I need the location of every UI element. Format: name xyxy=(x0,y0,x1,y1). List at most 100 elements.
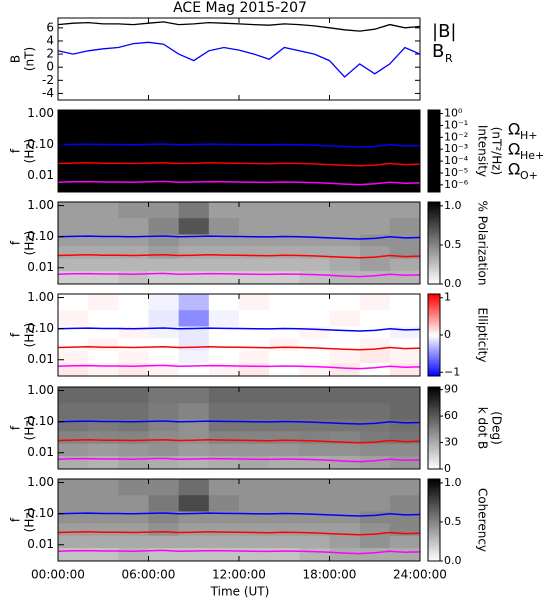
heatmap-cell xyxy=(208,455,240,470)
heatmap-cell xyxy=(208,309,240,327)
heatmap-cell xyxy=(239,402,270,420)
heatmap-cell xyxy=(359,142,391,155)
heatmap-cell xyxy=(329,142,360,155)
colorbar-segment xyxy=(428,263,440,266)
colorbar-segment xyxy=(428,536,440,539)
heatmap-cell xyxy=(269,166,300,180)
colorbar-segment xyxy=(428,509,440,513)
colorbar-segment xyxy=(428,255,440,258)
colorbar-segment xyxy=(428,177,440,181)
heatmap-cell xyxy=(269,494,300,512)
colorbar-segment xyxy=(428,434,440,437)
colorbar-segment xyxy=(428,440,440,443)
heatmap-cell xyxy=(58,178,89,193)
colorbar-segment xyxy=(428,355,440,358)
heatmap-cell xyxy=(239,202,270,219)
heatmap-cell xyxy=(299,270,330,285)
heatmap-cell xyxy=(118,270,149,285)
heatmap-cell xyxy=(178,535,210,549)
colorbar-segment xyxy=(428,395,440,398)
colorbar-segment xyxy=(428,249,440,252)
heatmap-cell xyxy=(389,326,421,339)
heatmap-cell xyxy=(299,443,330,457)
heatmap-cell xyxy=(329,166,360,180)
colorbar-segment xyxy=(428,136,440,140)
colorbar-tick-label: −1 xyxy=(444,365,460,378)
y-tick-label: 0.01 xyxy=(27,260,54,274)
colorbar-segment xyxy=(428,277,440,281)
colorbar-segment xyxy=(428,165,440,168)
colorbar-segment xyxy=(428,298,440,301)
gyro-line xyxy=(57,364,421,370)
heatmap-cell xyxy=(299,142,330,155)
heatmap-cell xyxy=(148,523,179,536)
heatmap-cell xyxy=(269,110,300,127)
gyro-line xyxy=(57,253,421,259)
heatmap-cell xyxy=(329,455,360,470)
heatmap-cell xyxy=(359,362,391,377)
y-tick-label: 1.00 xyxy=(27,106,54,120)
gyro-line xyxy=(57,161,421,167)
heatmap-cell xyxy=(118,154,149,167)
colorbar-segment xyxy=(428,302,440,305)
colorbar-segment xyxy=(428,485,440,488)
colorbar-tick-label: 10⁻⁴ xyxy=(444,154,469,167)
colorbar-segment xyxy=(428,526,440,529)
colorbar-label: Ellipticity xyxy=(476,308,490,363)
colorbar-segment xyxy=(428,253,440,256)
colorbar-segment xyxy=(428,419,440,423)
heatmap-cell xyxy=(208,125,240,143)
colorbar-segment xyxy=(428,444,440,447)
heatmap-cell xyxy=(148,494,179,512)
colorbar-segment xyxy=(428,550,440,554)
heatmap-cell xyxy=(269,338,300,351)
heatmap-cell xyxy=(118,338,149,351)
colorbar-segment xyxy=(428,538,440,541)
heatmap-cell xyxy=(389,387,421,404)
x-tick-label: 18:00:00 xyxy=(303,568,357,582)
heatmap-cell xyxy=(299,419,330,432)
heatmap-cell xyxy=(118,443,149,457)
legend-label: Ω xyxy=(508,160,520,179)
heatmap-cell xyxy=(389,535,421,549)
heatmap-cell xyxy=(389,202,421,219)
colorbar-segment xyxy=(428,351,440,354)
colorbar-segment xyxy=(428,159,440,162)
heatmap-cell xyxy=(359,479,391,496)
heatmap-cell xyxy=(118,178,149,193)
heatmap-cell xyxy=(88,402,119,420)
colorbar-segment xyxy=(428,228,440,232)
heatmap-cell xyxy=(208,270,240,285)
colorbar-segment xyxy=(428,515,440,519)
heatmap-cell xyxy=(208,338,240,351)
heatmap-cell xyxy=(329,535,360,549)
heatmap-cell xyxy=(148,338,179,351)
colorbar-segment xyxy=(428,421,440,425)
heatmap-cell xyxy=(178,202,210,219)
heatmap-cell xyxy=(148,309,179,327)
heatmap-cell xyxy=(269,455,300,470)
heatmap-cell xyxy=(118,387,149,404)
heatmap-cell xyxy=(208,362,240,377)
colorbar-segment xyxy=(428,464,440,468)
heatmap-cell xyxy=(178,110,210,127)
colorbar-segment xyxy=(428,332,440,336)
colorbar-segment xyxy=(428,546,440,550)
heatmap-cell xyxy=(329,309,360,327)
colorbar-segment xyxy=(428,148,440,152)
heatmap-cell xyxy=(208,402,240,420)
heatmap-cell xyxy=(88,154,119,167)
heatmap-cell xyxy=(208,350,240,364)
colorbar-segment xyxy=(428,407,440,410)
heatmap-cell xyxy=(208,479,240,496)
colorbar-label: Intensity xyxy=(476,125,490,177)
heatmap-cell xyxy=(148,419,179,432)
heatmap-cell xyxy=(208,494,240,512)
heatmap-cell xyxy=(299,547,330,562)
heatmap-cell xyxy=(389,479,421,496)
heatmap-cell xyxy=(269,523,300,536)
colorbar-segment xyxy=(428,294,440,297)
heatmap-cell xyxy=(359,511,391,524)
colorbar-segment xyxy=(428,243,440,246)
